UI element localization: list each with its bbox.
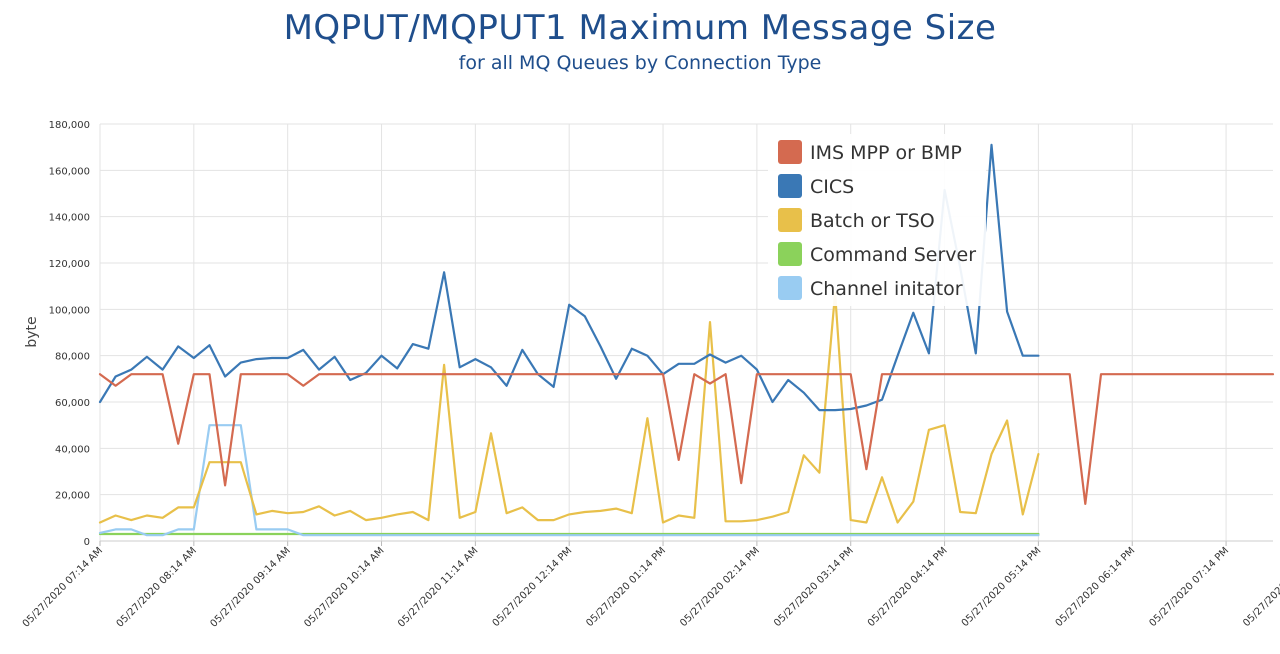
x-tick-label: 05/27/2020 11:14 AM <box>396 545 480 629</box>
y-tick-label: 160,000 <box>49 166 90 177</box>
chart-title: MQPUT/MQPUT1 Maximum Message Size <box>283 8 997 48</box>
y-tick-label: 180,000 <box>49 120 90 131</box>
legend-swatch-batch-or-tso <box>778 208 802 232</box>
legend-swatch-command-server <box>778 242 802 266</box>
y-tick-label: 140,000 <box>49 213 90 224</box>
series-line-ims-mpp-or-bmp <box>98 373 1275 505</box>
x-tick-label: 05/27/2020 10:14 AM <box>302 545 386 629</box>
x-tick-label: 05/27/2020 01:14 PM <box>584 545 668 629</box>
legend-label-command-server: Command Server <box>810 244 976 266</box>
legend: IMS MPP or BMP CICS Batch or TSO Command Se… <box>768 134 986 306</box>
grid <box>99 123 1273 546</box>
legend-label-ims-mpp-or-bmp: IMS MPP or BMP <box>810 142 962 164</box>
x-tick-label: 05/27/2020 05:14 PM <box>960 545 1044 629</box>
y-axis-label: byte <box>24 316 40 347</box>
series-line-batch-or-tso <box>98 292 1040 524</box>
y-tick-label: 80,000 <box>55 352 90 363</box>
y-tick-label: 100,000 <box>49 305 90 316</box>
y-tick-label: 20,000 <box>55 491 90 502</box>
legend-label-batch-or-tso: Batch or TSO <box>810 210 935 232</box>
x-tick-label: 05/27/2020 07:14 PM <box>1147 545 1231 629</box>
y-tick-label: 0 <box>84 537 90 548</box>
y-tick-label: 40,000 <box>55 444 90 455</box>
chart-subtitle: for all MQ Queues by Connection Type <box>458 52 822 74</box>
x-tick-label: 05/27/2020 08:14 AM <box>115 545 199 629</box>
x-tick-label: 05/27/2020 03:14 PM <box>772 545 856 629</box>
x-axis-ticks: 05/27/2020 07:14 AM 05/27/2020 08:14 AM 05… <box>21 545 1280 629</box>
legend-swatch-ims-mpp-or-bmp <box>778 140 802 164</box>
x-tick-label: 05/27/2020 02:14 PM <box>678 545 762 629</box>
series-line-cics <box>98 143 1040 412</box>
series-lines <box>98 143 1275 537</box>
legend-label-channel-initator: Channel initator <box>810 278 963 300</box>
x-tick-label: 05/27/2020 07:14 AM <box>21 545 105 629</box>
y-axis-ticks: 0 20,000 40,000 60,000 80,000 100,000 120,000 1… <box>49 120 90 548</box>
series-line-channel-initator <box>98 424 1040 537</box>
x-tick-label: 05/27/2020 12:14 PM <box>491 545 575 629</box>
legend-box <box>768 134 986 306</box>
y-tick-label: 60,000 <box>55 398 90 409</box>
legend-swatch-channel-initator <box>778 276 802 300</box>
legend-swatch-cics <box>778 174 802 198</box>
x-tick-label: 05/27/2020 06:14 PM <box>1054 545 1138 629</box>
legend-label-cics: CICS <box>810 176 854 198</box>
x-tick-label: 05/27/2020 04:14 PM <box>866 545 950 629</box>
x-tick-label: 05/27/2020 08:14 PM <box>1241 545 1280 629</box>
x-tick-label: 05/27/2020 09:14 AM <box>208 545 292 629</box>
y-tick-label: 120,000 <box>49 259 90 270</box>
